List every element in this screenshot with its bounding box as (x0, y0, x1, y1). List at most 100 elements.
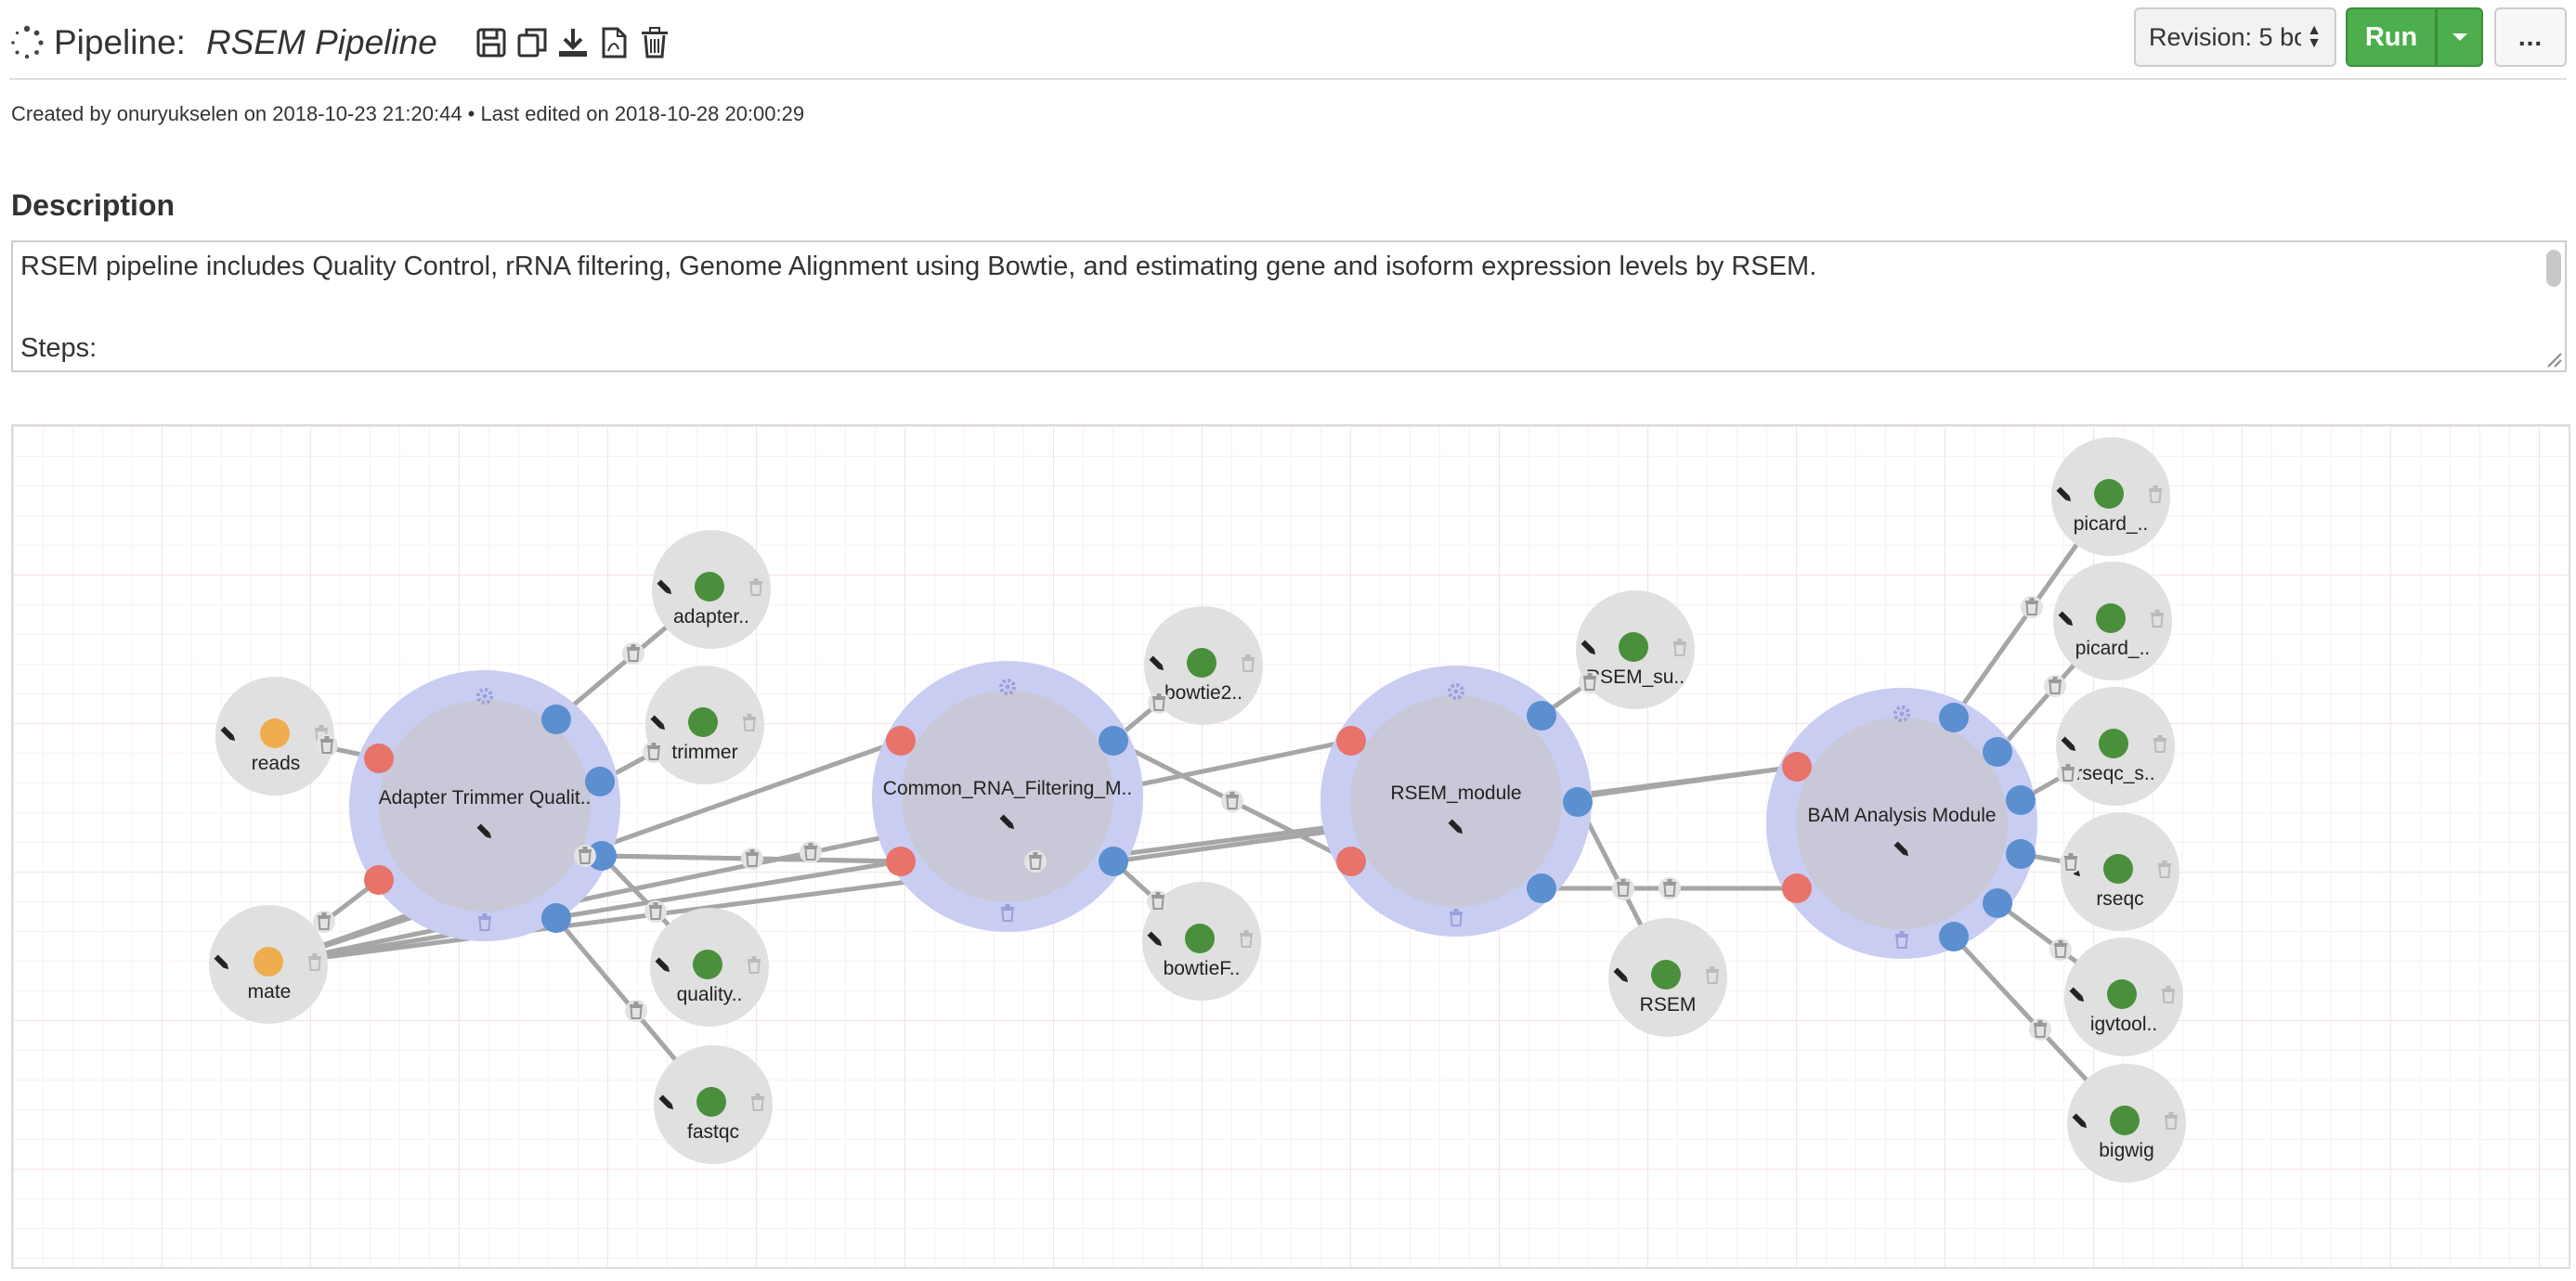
output-node-bigwig[interactable]: bigwig (2067, 1064, 2186, 1183)
output-trash-icon[interactable] (2149, 485, 2162, 503)
output-edit-icon[interactable] (650, 715, 668, 732)
output-port[interactable] (696, 1087, 726, 1117)
output-node-adapter_out[interactable]: adapter.. (652, 530, 771, 649)
edge-delete-icon[interactable] (746, 849, 759, 867)
module-trash-icon[interactable] (478, 913, 491, 931)
edge-delete-icon[interactable] (2049, 677, 2062, 694)
module-edit-icon[interactable] (1893, 841, 1911, 859)
input-edit-icon[interactable] (220, 726, 238, 744)
output-node-quality[interactable]: quality.. (650, 908, 769, 1027)
module-input-port[interactable] (1336, 726, 1366, 756)
module-node-rsem[interactable]: RSEM_module (1321, 666, 1593, 937)
input-node-mate[interactable]: mate (209, 905, 328, 1024)
revision-select[interactable]: Revision: 5 bow ▲▼ (2134, 7, 2336, 67)
output-edit-icon[interactable] (1581, 640, 1598, 657)
module-output-port[interactable] (1099, 726, 1128, 756)
output-node-picard1[interactable]: picard_.. (2051, 437, 2170, 556)
output-node-igvtool[interactable]: igvtool.. (2064, 938, 2183, 1056)
output-trash-icon[interactable] (1673, 639, 1686, 656)
output-port[interactable] (2107, 979, 2137, 1009)
output-node-rsem_su[interactable]: RSEM_su.. (1576, 590, 1695, 709)
output-node-trimmer[interactable]: trimmer (645, 666, 764, 784)
output-node-bowtieF[interactable]: bowtieF.. (1142, 882, 1261, 1001)
output-trash-icon[interactable] (751, 1093, 764, 1111)
output-edit-icon[interactable] (1613, 967, 1631, 985)
output-edit-icon[interactable] (655, 957, 672, 975)
module-output-port[interactable] (1983, 888, 2012, 918)
gear-icon[interactable] (1893, 705, 1910, 722)
module-input-port[interactable] (886, 847, 916, 876)
output-trash-icon[interactable] (748, 956, 761, 974)
output-port[interactable] (2096, 603, 2126, 633)
edge-delete-icon[interactable] (1617, 879, 1630, 897)
edge-delete-icon[interactable] (1583, 673, 1596, 691)
gear-icon[interactable] (999, 679, 1016, 695)
edge-delete-icon[interactable] (2054, 940, 2067, 958)
edge-delete-icon[interactable] (1152, 693, 1165, 711)
output-node-fastqc[interactable]: fastqc (654, 1045, 773, 1164)
output-port[interactable] (693, 950, 722, 979)
output-edit-icon[interactable] (1147, 931, 1164, 949)
module-input-port[interactable] (1336, 847, 1366, 876)
output-trash-icon[interactable] (2153, 735, 2166, 753)
module-output-port[interactable] (541, 903, 571, 933)
edge-delete-icon[interactable] (318, 912, 331, 930)
module-output-port[interactable] (1939, 703, 1969, 732)
output-port[interactable] (1651, 960, 1681, 990)
output-trash-icon[interactable] (1706, 966, 1719, 984)
module-output-port[interactable] (2006, 839, 2036, 869)
output-node-picard2[interactable]: picard_.. (2053, 562, 2172, 680)
module-output-port[interactable] (1527, 701, 1556, 731)
module-trash-icon[interactable] (1001, 904, 1014, 922)
input-port[interactable] (260, 718, 290, 748)
output-node-rsem_out[interactable]: RSEM (1608, 918, 1727, 1037)
edge-delete-icon[interactable] (1029, 852, 1042, 870)
output-edit-icon[interactable] (2072, 1113, 2089, 1131)
input-trash-icon[interactable] (308, 953, 321, 971)
module-edit-icon[interactable] (999, 814, 1017, 832)
delete-icon[interactable] (638, 26, 671, 59)
gear-icon[interactable] (1448, 683, 1464, 700)
module-output-port[interactable] (1099, 847, 1128, 876)
output-edit-icon[interactable] (658, 1094, 676, 1112)
output-port[interactable] (695, 572, 724, 602)
edge-delete-icon[interactable] (2062, 764, 2075, 782)
edge-delete-icon[interactable] (1663, 879, 1676, 897)
edge-delete-icon[interactable] (2064, 853, 2077, 871)
output-port[interactable] (688, 707, 718, 737)
output-port[interactable] (1185, 924, 1215, 953)
output-edit-icon[interactable] (2056, 486, 2074, 504)
edge-delete-icon[interactable] (1151, 892, 1164, 910)
module-output-port[interactable] (1939, 922, 1969, 951)
output-trash-icon[interactable] (743, 714, 756, 731)
module-output-port[interactable] (1527, 873, 1556, 903)
output-port[interactable] (1619, 632, 1648, 662)
download-icon[interactable] (556, 26, 590, 59)
module-node-common[interactable]: Common_RNA_Filtering_M.. (872, 661, 1143, 932)
module-node-bam[interactable]: BAM Analysis Module (1766, 688, 2037, 959)
output-trash-icon[interactable] (2151, 610, 2164, 628)
module-output-port[interactable] (587, 841, 617, 871)
module-trash-icon[interactable] (1450, 909, 1463, 926)
more-options-button[interactable]: ... (2494, 7, 2567, 67)
module-input-port[interactable] (1782, 752, 1812, 782)
save-icon[interactable] (475, 26, 508, 59)
edge-delete-icon[interactable] (320, 736, 333, 754)
input-port[interactable] (254, 947, 283, 977)
module-input-port[interactable] (364, 744, 394, 773)
edge-delete-icon[interactable] (1226, 792, 1239, 809)
module-output-port[interactable] (1983, 737, 2012, 767)
module-input-port[interactable] (1782, 873, 1812, 903)
output-port[interactable] (2094, 479, 2124, 509)
edge-delete-icon[interactable] (630, 1002, 643, 1019)
edge-delete-icon[interactable] (804, 843, 817, 860)
output-edit-icon[interactable] (657, 579, 674, 597)
edge-delete-icon[interactable] (579, 847, 592, 864)
edge-delete-icon[interactable] (647, 743, 660, 760)
module-edit-icon[interactable] (476, 823, 494, 841)
description-textarea[interactable]: RSEM pipeline includes Quality Control, … (11, 240, 2567, 372)
output-port[interactable] (2103, 854, 2133, 884)
gear-icon[interactable] (476, 688, 493, 705)
pipeline-canvas[interactable]: Adapter Trimmer Qualit.. Common_RNA_Filte… (11, 424, 2570, 1269)
module-input-port[interactable] (886, 726, 916, 756)
